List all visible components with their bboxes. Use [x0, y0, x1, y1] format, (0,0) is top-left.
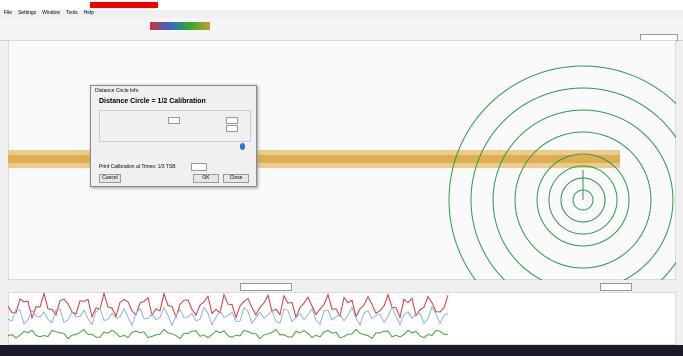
cancel-button[interactable]: Cancel	[99, 174, 121, 183]
tool-icons	[150, 22, 210, 30]
menu-item[interactable]: Tools	[66, 10, 78, 18]
ok-button[interactable]: OK	[193, 174, 219, 183]
dialog-fields	[99, 110, 251, 142]
toolbar	[0, 18, 683, 41]
control-row	[0, 280, 683, 292]
menu-item[interactable]: File	[4, 10, 12, 18]
input[interactable]	[226, 125, 238, 132]
menu-item[interactable]: Help	[84, 10, 94, 18]
print-label: Print Calibration at Times: 1/3 TSB	[99, 164, 176, 170]
dialog: Distance Circle Info Distance Circle = 1…	[90, 85, 257, 187]
input[interactable]	[226, 117, 238, 124]
taskbar	[0, 345, 683, 356]
menu-item[interactable]: Settings	[18, 10, 36, 18]
menu-item[interactable]: Window	[42, 10, 60, 18]
waveform-panel	[8, 292, 676, 345]
close-button[interactable]: Close	[223, 174, 249, 183]
page: {"menu": ["File", "Settings", "Window", …	[0, 0, 683, 356]
control[interactable]	[240, 283, 292, 291]
menu-bar: File Settings Window Tools Help	[4, 10, 94, 18]
dialog-title: Distance Circle Info	[95, 88, 138, 94]
app: File Settings Window Tools Help Distance Cir…	[0, 0, 683, 356]
title-bar	[0, 0, 683, 10]
dialog-heading: Distance Circle = 1/2 Calibration	[99, 98, 206, 105]
icon	[240, 143, 245, 150]
control[interactable]	[600, 283, 632, 291]
input[interactable]	[168, 117, 180, 124]
input[interactable]	[191, 163, 207, 171]
redacted-title	[90, 2, 158, 8]
